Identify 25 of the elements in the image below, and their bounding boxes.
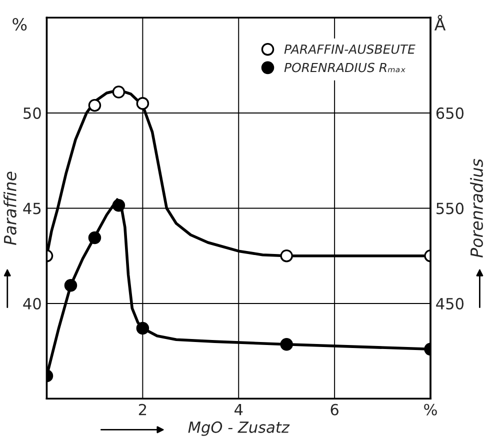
x-axis-title: MgO - Zusatz [188, 421, 290, 436]
x-tick-label: 6 [330, 404, 338, 416]
point [136, 97, 150, 110]
text: % [12, 18, 27, 31]
point [112, 198, 126, 212]
y-axis-title: Paraffine [4, 172, 16, 246]
legend-label: PORENRADIUS Rₘₐₓ [284, 62, 406, 72]
point [88, 98, 102, 112]
y2-tick-label: 550 [436, 202, 464, 214]
y2-tick-label: 650 [436, 107, 464, 119]
point [88, 231, 102, 244]
y2-axis-title: Porenradius [470, 158, 483, 258]
point [64, 278, 78, 292]
x-tick-label: % [424, 404, 437, 416]
x-tick-label: 4 [234, 404, 243, 416]
y-tick-label: 40 [23, 298, 41, 310]
y-tick-label: 50 [24, 107, 41, 119]
point [112, 86, 126, 98]
point [136, 322, 150, 335]
y-tick-label: 45 [23, 202, 41, 214]
legend-label: PARAFFIN-AUSBEUTE [284, 44, 416, 54]
point [280, 249, 293, 262]
y2-tick-label: 450 [436, 298, 464, 310]
text: Å [434, 14, 446, 30]
x-tick-label: 2 [138, 404, 146, 416]
